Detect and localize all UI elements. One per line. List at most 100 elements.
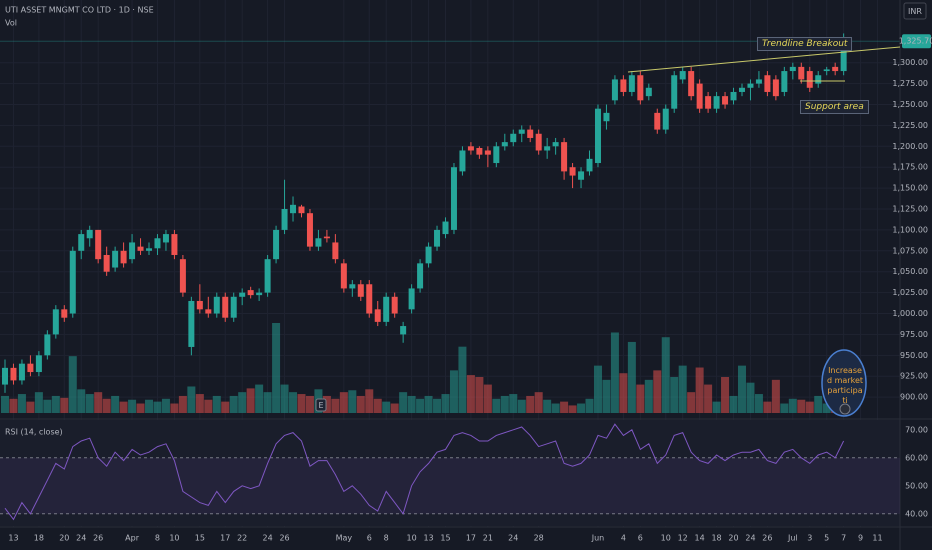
candle-body <box>137 246 144 251</box>
x-tick-label: Jun <box>591 534 605 543</box>
candle-body <box>459 150 466 172</box>
volume-bar <box>128 399 137 413</box>
volume-bar <box>68 356 77 413</box>
candle-body <box>340 263 347 289</box>
candle-body <box>552 142 559 147</box>
volume-bar <box>94 392 103 413</box>
candle-body <box>332 242 339 260</box>
volume-bar <box>373 398 382 413</box>
candle-body <box>772 79 779 97</box>
candle-body <box>27 363 34 373</box>
candle-body <box>747 83 754 88</box>
volume-bar <box>289 392 298 413</box>
earnings-marker[interactable] <box>315 398 327 412</box>
event-icon[interactable] <box>839 403 851 415</box>
volume-bar <box>9 398 18 413</box>
x-tick-label: 5 <box>824 534 829 543</box>
volume-bar <box>136 403 145 413</box>
volume-bar <box>543 399 552 413</box>
candle-body <box>239 292 246 297</box>
volume-bar <box>517 399 526 413</box>
volume-bar <box>145 399 154 413</box>
candle-body <box>357 284 364 297</box>
y-tick-label: 1,250.00 <box>892 100 928 109</box>
volume-bar <box>763 401 772 413</box>
candle-body <box>637 75 644 101</box>
volume-bar <box>399 392 408 413</box>
volume-bar <box>483 384 492 413</box>
candle-body <box>738 87 745 92</box>
candle-body <box>476 147 483 155</box>
candle-body <box>764 75 771 92</box>
candle-body <box>713 96 720 109</box>
x-tick-label: 8 <box>155 534 160 543</box>
y-tick-label: 900.00 <box>900 393 928 402</box>
candle-body <box>425 246 432 264</box>
x-tick-label: 20 <box>728 534 738 543</box>
candle-body <box>832 66 839 72</box>
candle-body <box>61 309 68 318</box>
candle-body <box>628 75 635 92</box>
chart-title: UTI ASSET MNGMT CO LTD · 1D · NSE <box>5 6 154 15</box>
volume-bar <box>441 394 450 413</box>
candle-body <box>374 309 381 322</box>
x-tick-label: 8 <box>384 534 389 543</box>
volume-bar <box>644 379 653 413</box>
y-tick-label: 1,275.00 <box>892 79 928 88</box>
volume-bar <box>187 386 196 413</box>
candle-body <box>789 66 796 72</box>
candle-body <box>501 142 508 147</box>
candle-body <box>281 209 288 230</box>
volume-bar <box>729 395 738 413</box>
candle-body <box>391 296 398 314</box>
volume-bar <box>687 392 696 413</box>
currency-box[interactable] <box>903 2 927 20</box>
earnings-text[interactable]: E <box>318 401 323 410</box>
x-tick-label: 6 <box>638 534 643 543</box>
volume-bar <box>577 403 586 413</box>
volume-bar <box>737 365 746 413</box>
candle-body <box>69 250 76 314</box>
candle-body <box>518 129 525 134</box>
volume-bar <box>619 373 628 413</box>
currency[interactable]: INR <box>908 7 922 16</box>
candle-body <box>383 296 390 322</box>
volume-bar <box>712 401 721 413</box>
candle-body <box>400 326 407 335</box>
volume-bar <box>661 337 670 413</box>
candle-body <box>52 309 59 335</box>
candle-body <box>230 296 237 318</box>
x-tick-label: 6 <box>367 534 372 543</box>
volume-bar <box>551 403 560 413</box>
y-tick-label: 1,150.00 <box>892 184 928 193</box>
x-tick-label: 26 <box>93 534 103 543</box>
volume-bar <box>449 370 458 413</box>
candle-body <box>544 146 551 151</box>
x-tick-label: 10 <box>169 534 179 543</box>
candle-body <box>823 69 830 72</box>
candle-body <box>349 284 356 289</box>
volume-bar <box>60 397 69 413</box>
candle-body <box>662 108 669 130</box>
candle-body <box>146 248 153 251</box>
volume-bar <box>721 377 730 413</box>
volume-bar <box>212 395 221 413</box>
x-tick-label: 14 <box>695 534 705 543</box>
volume-bar <box>670 377 679 413</box>
volume-bar <box>560 401 569 413</box>
volume-bar <box>238 392 247 413</box>
candle-body <box>95 229 102 260</box>
candle-body <box>645 87 652 97</box>
y-tick-label: 1,050.00 <box>892 267 928 276</box>
candle-body <box>484 150 491 155</box>
x-tick-label: 17 <box>466 534 476 543</box>
volume-bar <box>161 398 170 413</box>
volume-bar <box>610 332 619 413</box>
volume-bar <box>34 392 43 413</box>
volume-bar <box>365 389 374 413</box>
candle-body <box>290 204 297 214</box>
candle-body <box>2 367 8 385</box>
volume-bar <box>297 394 306 413</box>
candle-body <box>196 300 203 310</box>
